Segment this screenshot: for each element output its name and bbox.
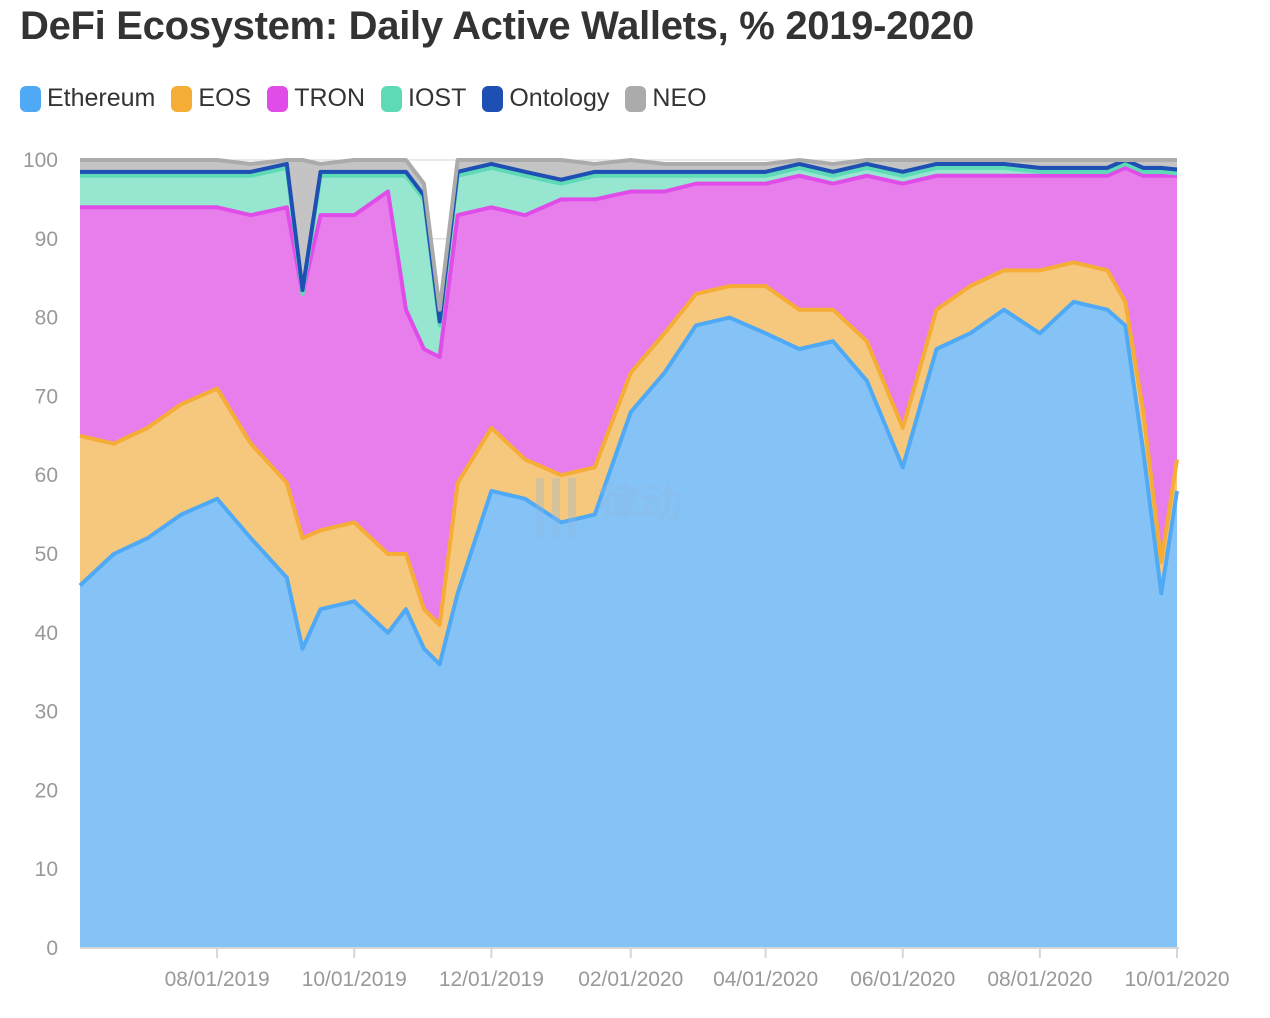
watermark-logo-bar — [552, 478, 560, 540]
chart-title: DeFi Ecosystem: Daily Active Wallets, % … — [20, 4, 974, 48]
watermark-logo-bar — [568, 478, 576, 540]
legend-label-iost: IOST — [408, 84, 467, 112]
x-tick-label: 10/01/2019 — [302, 968, 407, 991]
line-eos — [79, 260, 1179, 627]
x-tick-label: 10/01/2020 — [1124, 968, 1229, 991]
legend-item-iost[interactable]: IOST — [381, 84, 466, 113]
x-tick-label: 06/01/2020 — [850, 968, 955, 991]
area-tron — [80, 167, 1177, 625]
y-tick-label: 40 — [35, 622, 58, 645]
chart-legend: Ethereum EOS TRON IOST Ontology NEO — [20, 84, 723, 113]
legend-swatch-eos — [171, 85, 193, 112]
legend-swatch-ontology — [482, 85, 504, 112]
legend-swatch-iost — [381, 85, 403, 112]
y-tick-label: 30 — [35, 701, 58, 724]
y-tick-label: 90 — [35, 228, 58, 251]
y-tick-label: 80 — [35, 307, 58, 330]
x-tick-label: 08/01/2019 — [165, 968, 270, 991]
line-neo — [80, 158, 1177, 312]
y-tick-label: 60 — [35, 464, 58, 487]
legend-item-neo[interactable]: NEO — [625, 84, 707, 113]
y-tick-label: 70 — [35, 385, 58, 408]
legend-item-tron[interactable]: TRON — [267, 84, 365, 113]
series-lines — [78, 158, 1179, 667]
line-tron — [80, 165, 1177, 359]
legend-label-neo: NEO — [652, 84, 707, 112]
y-tick-label: 50 — [35, 543, 58, 566]
series-areas — [80, 160, 1177, 949]
line-ontology — [80, 158, 1178, 324]
legend-swatch-ethereum — [20, 85, 41, 112]
x-tick-label: 04/01/2020 — [713, 968, 818, 991]
x-tick-label: 12/01/2019 — [439, 968, 544, 991]
y-tick-label: 10 — [35, 858, 58, 881]
watermark-text: 律动 — [598, 479, 682, 528]
x-tick-label: 08/01/2020 — [987, 968, 1092, 991]
legend-label-tron: TRON — [294, 84, 366, 112]
legend-item-ontology[interactable]: Ontology — [482, 84, 609, 113]
line-ethereum — [78, 299, 1179, 667]
legend-label-ethereum: Ethereum — [47, 84, 156, 112]
legend-item-ethereum[interactable]: Ethereum — [20, 84, 155, 113]
y-tick-label: 100 — [23, 149, 58, 172]
y-tick-label: 0 — [46, 937, 58, 960]
area-ethereum — [80, 301, 1177, 949]
legend-item-eos[interactable]: EOS — [171, 84, 251, 113]
area-eos — [80, 262, 1177, 665]
watermark-logo-bar — [536, 478, 544, 540]
area-neo — [80, 160, 1177, 322]
x-tick-label: 02/01/2020 — [578, 968, 683, 991]
watermark: 律动 — [536, 478, 682, 540]
legend-swatch-neo — [625, 85, 647, 112]
axes: 0 10 20 30 40 50 60 70 80 90 100 08/01/2019 10/01/20… — [23, 149, 1230, 991]
legend-label-eos: EOS — [198, 84, 252, 112]
y-tick-label: 20 — [35, 779, 58, 802]
legend-label-ontology: Ontology — [509, 84, 610, 112]
legend-swatch-tron — [267, 85, 289, 112]
area-iost — [80, 163, 1177, 357]
